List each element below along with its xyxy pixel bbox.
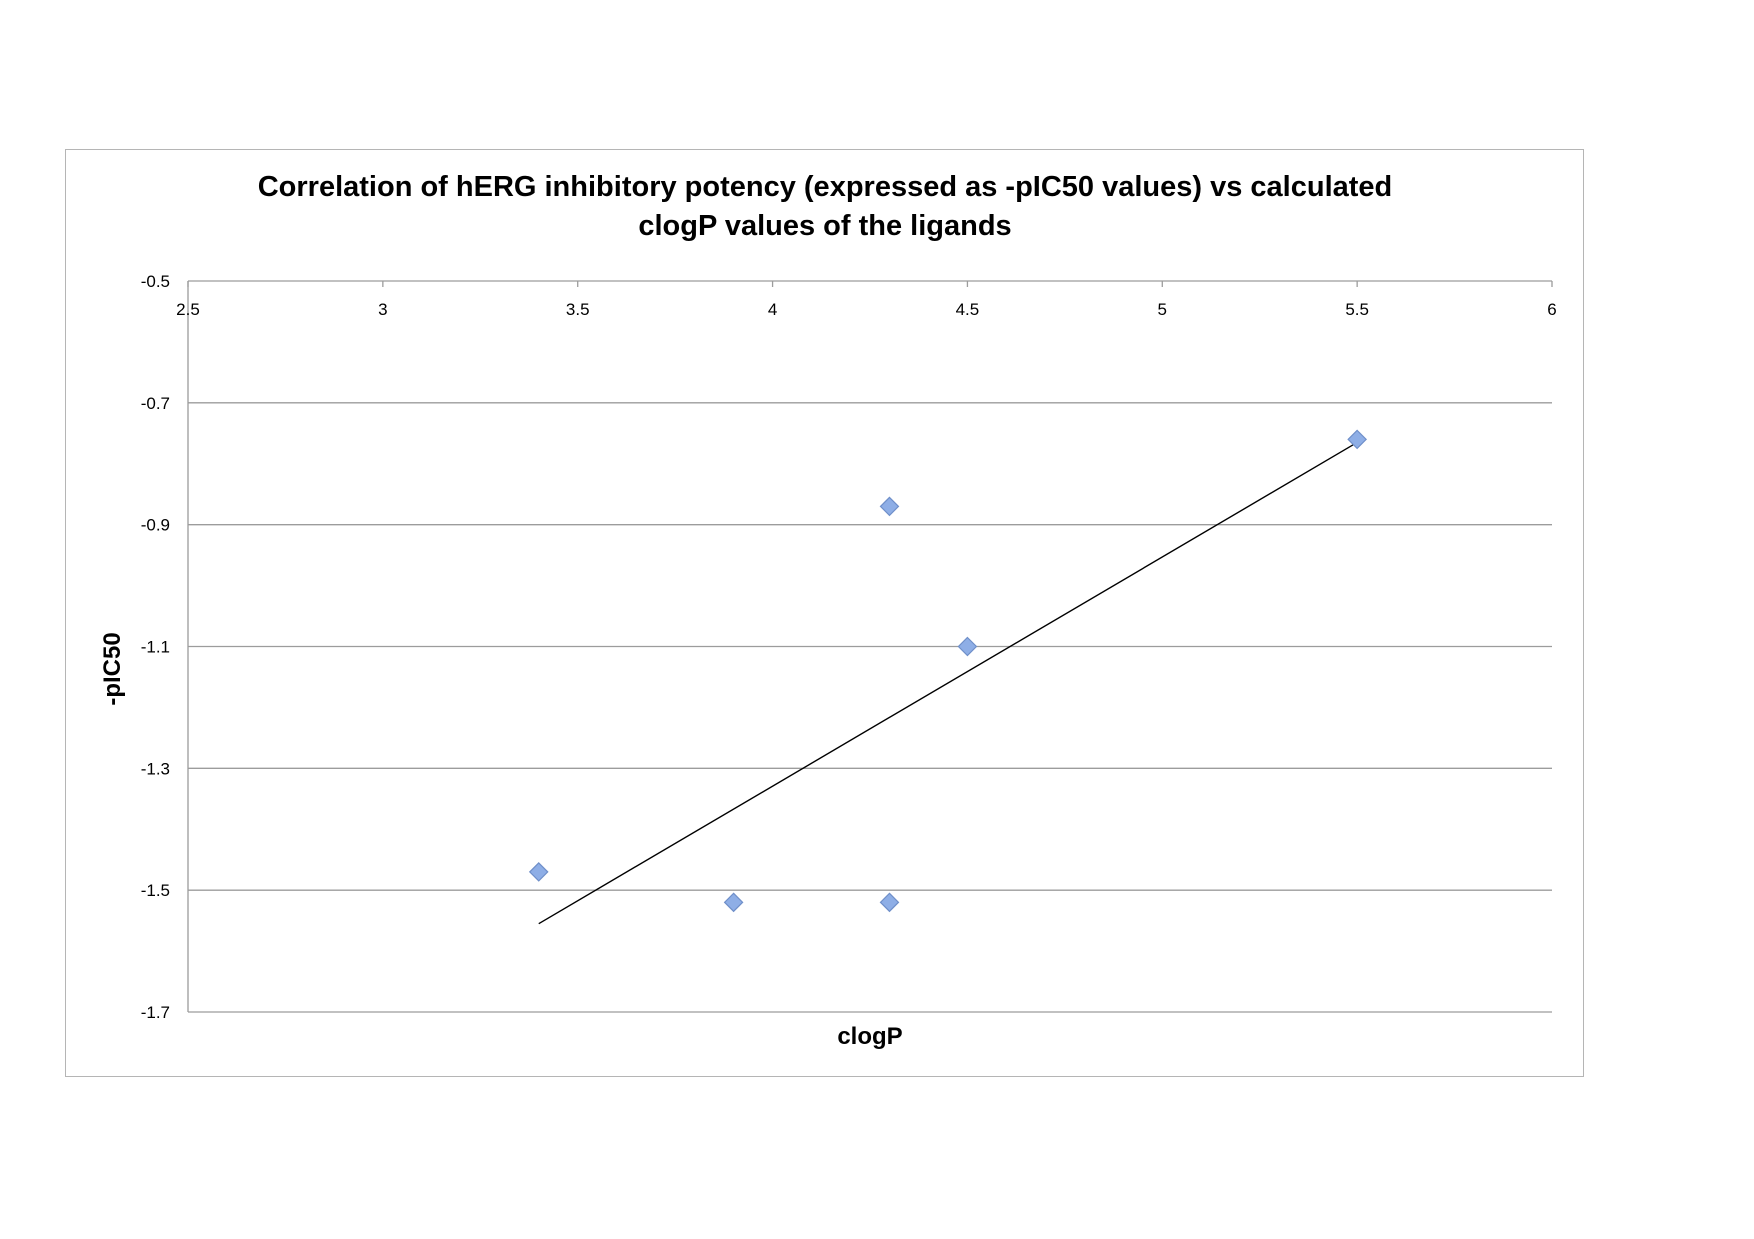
gridlines [187, 280, 1553, 1013]
x-tick-label: 3 [378, 300, 387, 319]
y-axis-title: -pIC50 [99, 632, 126, 705]
x-axis-title: clogP [837, 1023, 902, 1050]
chart-title-line-1: Correlation of hERG inhibitory potency (… [258, 171, 1393, 203]
x-tick-label: 6 [1547, 300, 1556, 319]
data-point [879, 892, 900, 913]
x-axis-tick-labels: 2.5 3 3.5 4 4.5 5 5.5 6 [176, 300, 1557, 319]
data-point [723, 892, 744, 913]
chart-title: Correlation of hERG inhibitory potency (… [258, 171, 1393, 242]
scatter-chart: Correlation of hERG inhibitory potency (… [99, 171, 1557, 1050]
trendline-group [538, 441, 1358, 925]
y-axis-tick-labels: -0.5 -0.7 -0.9 -1.1 -1.3 -1.5 -1.7 [141, 272, 170, 1022]
x-tick-label: 4.5 [956, 300, 980, 319]
x-tick-label: 2.5 [176, 300, 200, 319]
x-tick-label: 5 [1158, 300, 1167, 319]
data-points [528, 429, 1367, 913]
y-tick-label: -0.9 [141, 516, 170, 535]
y-tick-label: -1.5 [141, 881, 170, 900]
chart-title-line-2: clogP values of the ligands [638, 210, 1011, 242]
y-tick-label: -0.5 [141, 272, 170, 291]
y-tick-label: -1.7 [141, 1003, 170, 1022]
y-tick-label: -0.7 [141, 394, 170, 413]
y-tick-label: -1.1 [141, 638, 170, 657]
data-point [957, 636, 978, 657]
data-point [879, 496, 900, 517]
y-tick-label: -1.3 [141, 759, 170, 778]
data-point [1347, 429, 1367, 450]
data-point [528, 862, 549, 882]
x-tick-label: 4 [768, 300, 777, 319]
chart-frame: Correlation of hERG inhibitory potency (… [65, 149, 1584, 1077]
trendline [538, 441, 1358, 925]
x-tick-label: 5.5 [1345, 300, 1369, 319]
x-tick-label: 3.5 [566, 300, 590, 319]
